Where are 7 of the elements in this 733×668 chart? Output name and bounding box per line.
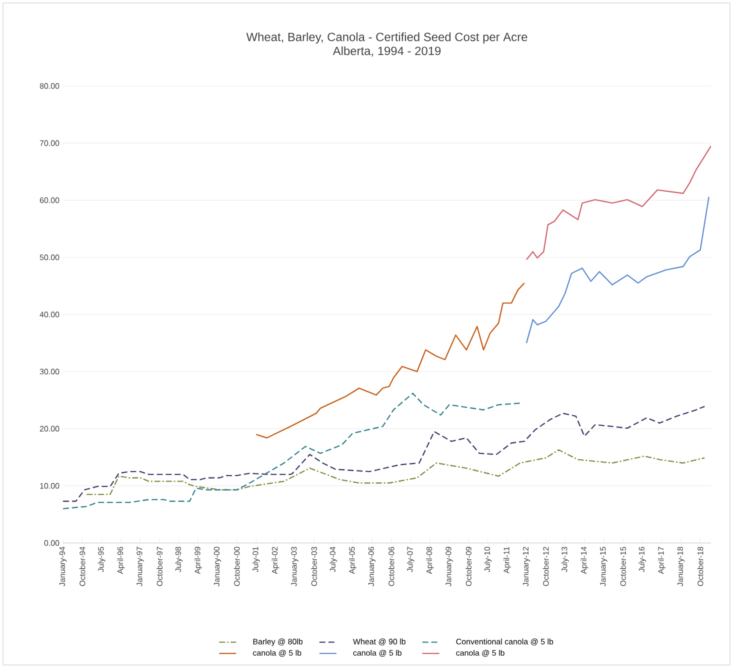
line-series bbox=[526, 145, 712, 260]
line-series bbox=[63, 392, 523, 510]
line-series bbox=[526, 196, 710, 344]
line-series bbox=[256, 282, 525, 438]
chart-subtitle: Alberta, 1994 - 2019 bbox=[332, 46, 441, 57]
chart-title: Wheat, Barley, Canola - Certified Seed Cost per Acre bbox=[246, 32, 528, 44]
line-series bbox=[86, 449, 706, 496]
